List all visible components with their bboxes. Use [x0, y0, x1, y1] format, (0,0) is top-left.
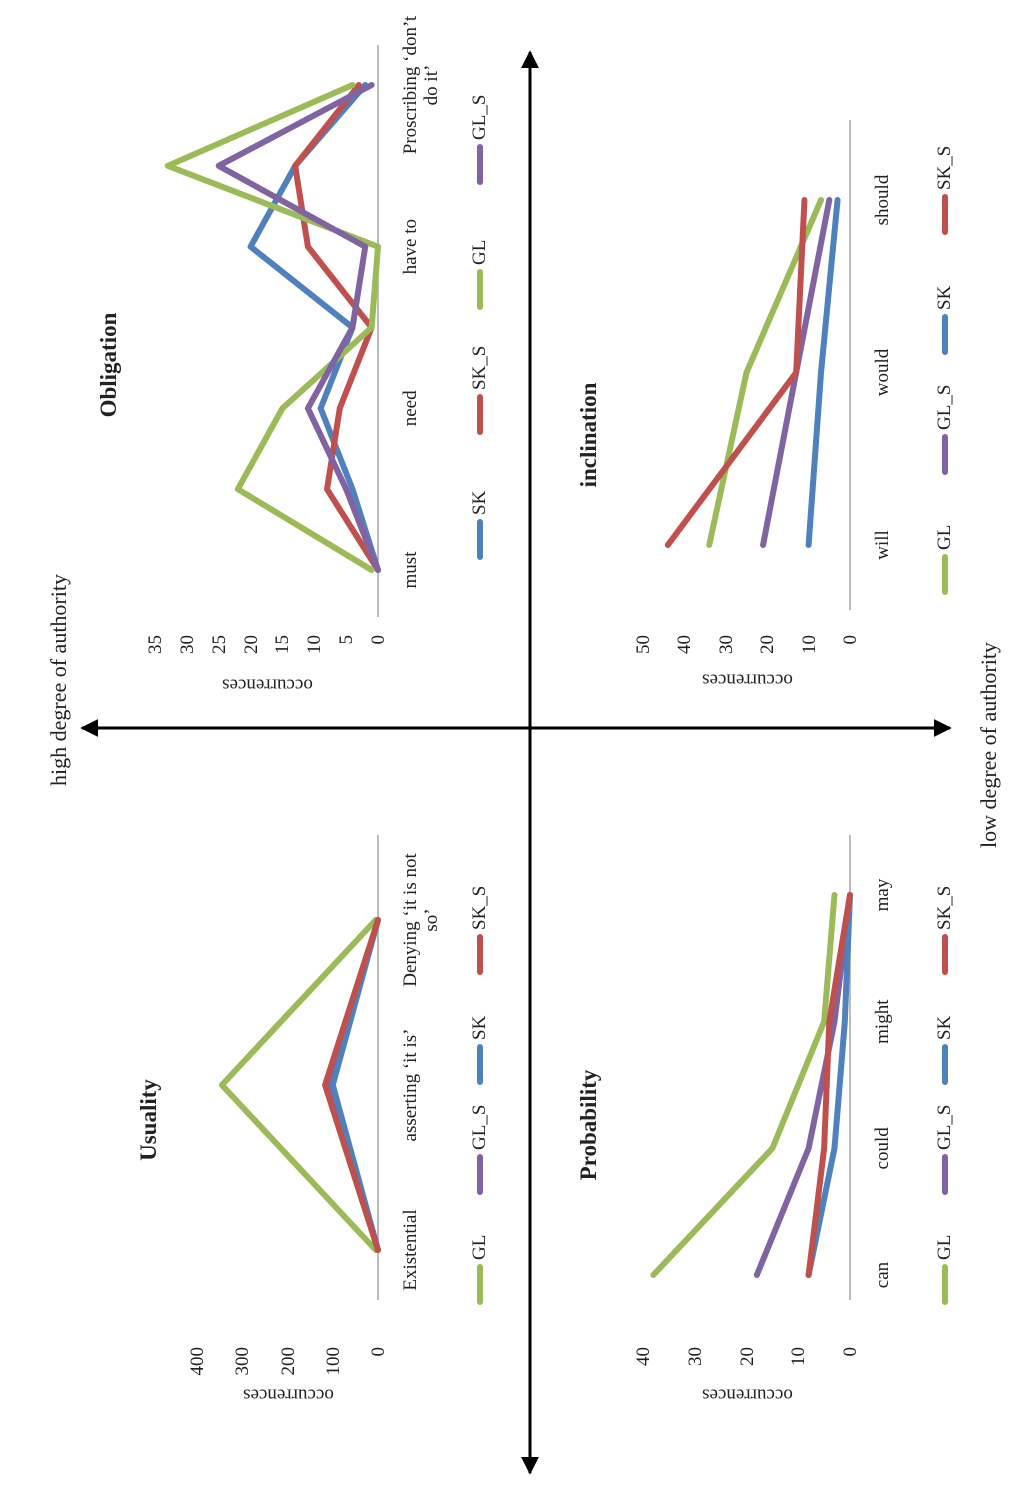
- x-tick-label: could: [872, 1127, 893, 1170]
- x-tick-label: asserting ‘it is’: [400, 1028, 421, 1142]
- legend-label: GL_S: [934, 384, 955, 430]
- series-line: [247, 82, 381, 573]
- legend-label: SK: [469, 1015, 490, 1040]
- chart-title: Usuality: [136, 1079, 161, 1161]
- x-tick-label: Denying ‘it is not so’: [400, 853, 442, 987]
- chart-title: Obligation: [96, 312, 121, 418]
- x-tick-label: must: [400, 551, 421, 589]
- legend-label: SK: [934, 1015, 955, 1040]
- x-tick-label: Proscribing ‘don’t do it’: [400, 15, 442, 155]
- y-tick-label: 0: [368, 1347, 389, 1357]
- legend-label: SK: [934, 285, 955, 310]
- series-line: [805, 892, 853, 1278]
- y-tick-label: 0: [840, 1347, 861, 1357]
- y-tick-label: 5: [336, 635, 358, 645]
- series-line: [215, 82, 381, 573]
- legend-label: GL: [934, 1234, 955, 1260]
- legend-label: GL_S: [934, 1104, 955, 1150]
- series-line: [329, 917, 381, 1253]
- legend-label: GL: [469, 1234, 490, 1260]
- y-axis-label: occurrences: [221, 674, 313, 696]
- legend-label: SK_S: [469, 345, 490, 390]
- x-tick-label: will: [872, 530, 893, 560]
- series-line: [664, 197, 808, 548]
- series-line: [706, 197, 825, 548]
- x-tick-label: have to: [400, 218, 421, 275]
- legend-label: SK_S: [469, 885, 490, 930]
- series-line: [805, 197, 841, 548]
- series-line: [322, 917, 381, 1253]
- series-line: [292, 82, 381, 573]
- y-tick-label: 30: [176, 635, 198, 654]
- series-line: [753, 892, 853, 1278]
- x-tick-label: can: [872, 1261, 893, 1289]
- legend-label: SK_S: [934, 145, 955, 190]
- top-axis-label: high degree of authority: [46, 574, 71, 786]
- x-tick-label: should: [872, 174, 893, 226]
- series-line: [650, 892, 838, 1278]
- legend-label: SK: [469, 490, 490, 515]
- y-tick-label: 0: [368, 635, 389, 645]
- series-line: [164, 82, 381, 573]
- bottom-axis-label: low degree of authority: [976, 642, 1001, 848]
- x-tick-label: Existential: [400, 1209, 421, 1291]
- y-tick-label: 50: [633, 635, 654, 654]
- chart-title: inclination: [576, 382, 601, 488]
- legend-label: SK_S: [934, 885, 955, 930]
- y-tick-label: 35: [145, 635, 166, 654]
- y-axis-label: occurrences: [701, 669, 793, 691]
- x-tick-label: might: [872, 999, 893, 1044]
- x-tick-label: may: [872, 878, 893, 912]
- x-tick-label: need: [400, 390, 421, 427]
- legend-label: GL_S: [469, 1104, 490, 1150]
- y-tick-label: 400: [187, 1347, 208, 1376]
- series-line: [218, 917, 379, 1253]
- y-tick-label: 40: [633, 1347, 654, 1366]
- legend-label: GL: [469, 239, 490, 265]
- legend-label: GL_S: [469, 94, 490, 140]
- chart-title: Probability: [576, 1069, 601, 1181]
- legend-label: GL: [934, 524, 955, 550]
- x-tick-label: would: [872, 348, 893, 397]
- series-line: [805, 892, 853, 1278]
- y-tick-label: 0: [840, 635, 861, 645]
- y-axis-label: occurrences: [701, 1384, 793, 1406]
- y-axis-label: occurrences: [242, 1384, 334, 1406]
